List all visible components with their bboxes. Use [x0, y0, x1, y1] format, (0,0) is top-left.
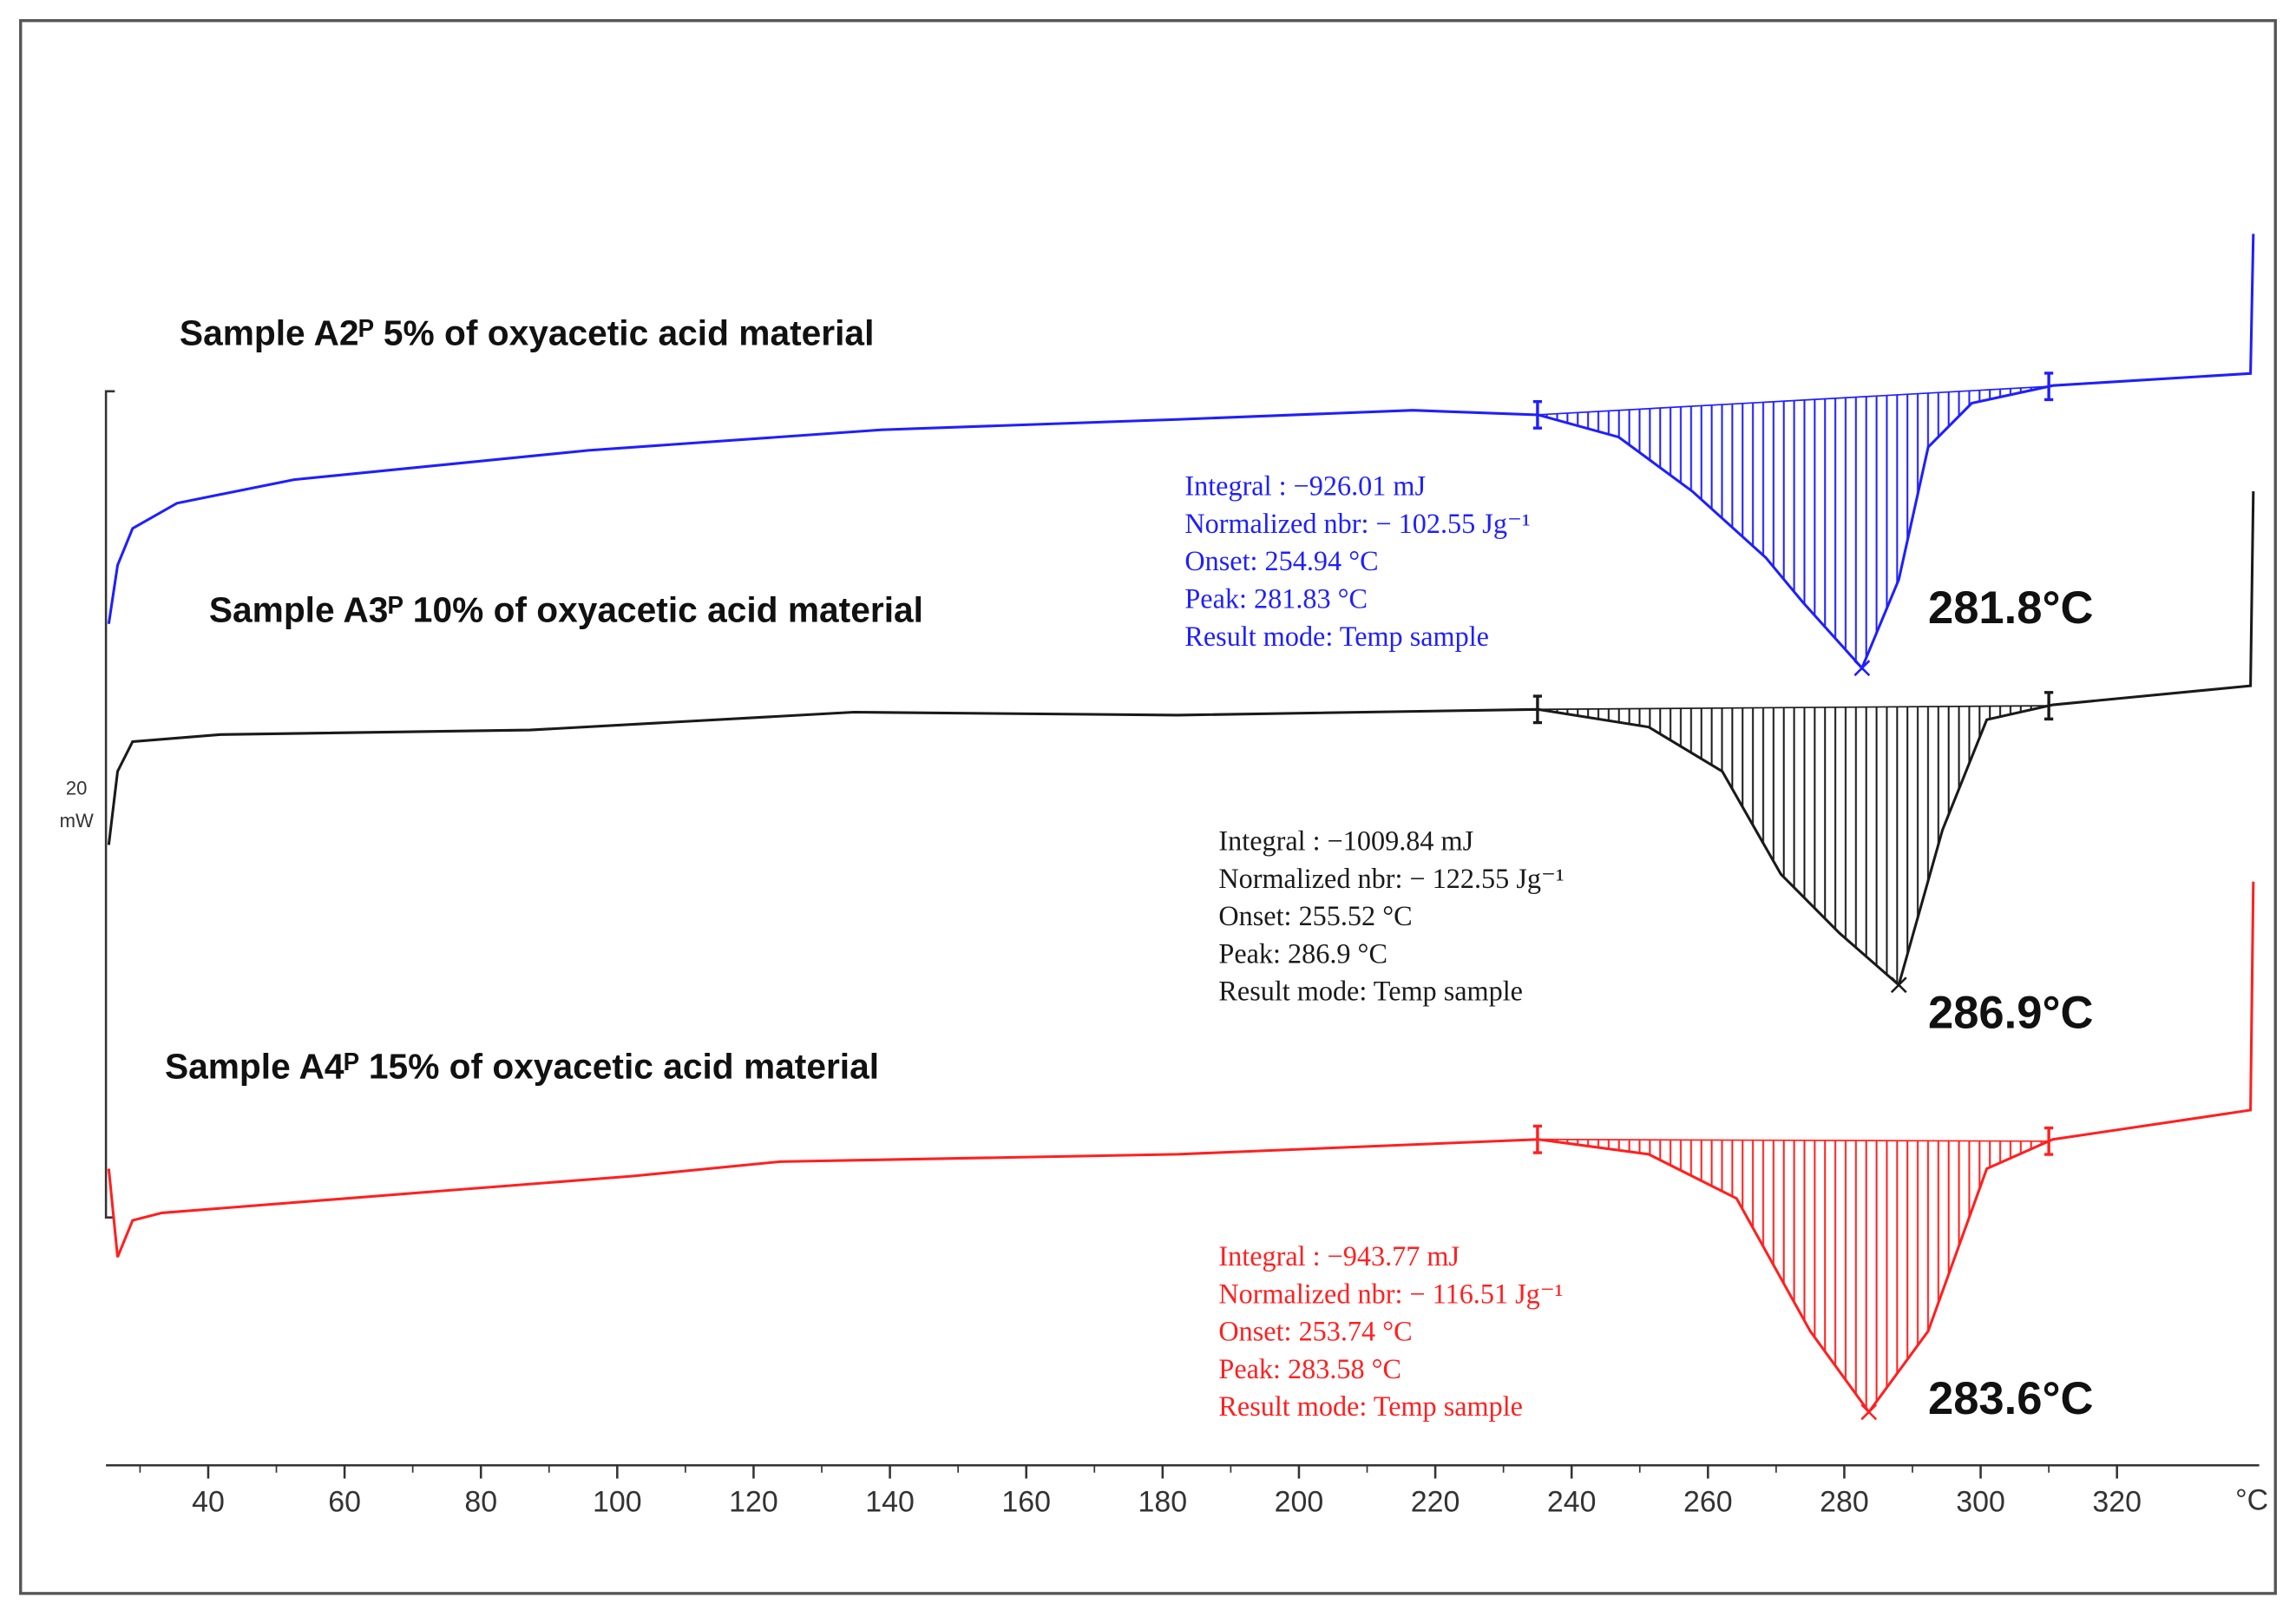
annotation: Peak: 281.83 °C — [1184, 582, 1368, 614]
x-tick-label: 180 — [1138, 1485, 1188, 1518]
frame — [19, 19, 2277, 1595]
x-tick-label: 40 — [192, 1485, 225, 1518]
x-tick-label: 200 — [1275, 1485, 1324, 1518]
x-tick-label: 320 — [2092, 1485, 2142, 1518]
series-line — [107, 233, 2255, 671]
integral-area — [1537, 386, 2050, 668]
series-name: Sample A4ᴾ 15% of oxyacetic acid materia… — [165, 1047, 879, 1087]
annotation: Result mode: Temp sample — [1218, 976, 1523, 1007]
x-tick-label: 260 — [1683, 1485, 1733, 1518]
annotation: Onset: 254.94 °C — [1184, 545, 1378, 576]
peak-label: 286.9°C — [1928, 988, 2094, 1039]
integral-area — [1537, 706, 2050, 985]
x-tick-label: 120 — [729, 1485, 778, 1518]
annotation: Result mode: Temp sample — [1218, 1390, 1523, 1422]
annotation: Integral : −1009.84 mJ — [1218, 825, 1473, 857]
series-name: Sample A3ᴾ 10% of oxyacetic acid materia… — [209, 590, 923, 630]
annotation: Result mode: Temp sample — [1184, 621, 1489, 652]
peak-marker — [1853, 660, 1871, 677]
scale-bar — [104, 390, 115, 1219]
integral-baseline — [1537, 705, 2050, 711]
annotation: Peak: 283.58 °C — [1218, 1353, 1401, 1384]
x-tick-label: 140 — [865, 1485, 915, 1518]
integral-area — [1537, 1139, 2050, 1412]
annotation: Onset: 253.74 °C — [1218, 1316, 1412, 1347]
peak-label: 283.6°C — [1928, 1373, 2094, 1424]
peak-label: 281.8°C — [1928, 582, 2094, 634]
scale-bar-unit: mW — [60, 810, 94, 832]
x-tick-label: 280 — [1820, 1485, 1869, 1518]
integral-baseline — [1537, 1138, 2050, 1142]
x-axis-label: °C — [2235, 1484, 2268, 1517]
annotation: Peak: 286.9 °C — [1218, 937, 1387, 969]
peak-marker — [1890, 976, 1907, 994]
annotation: Normalized nbr: − 122.55 Jg⁻¹ — [1218, 863, 1564, 894]
annotation: Integral : −926.01 mJ — [1184, 470, 1426, 502]
scale-bar-value: 20 — [66, 778, 88, 799]
annotation: Integral : −943.77 mJ — [1218, 1240, 1460, 1272]
x-tick-label: 100 — [593, 1485, 642, 1518]
integral-baseline — [1537, 385, 2050, 416]
series-line — [107, 491, 2255, 988]
x-tick-label: 160 — [1001, 1485, 1051, 1518]
x-tick-label: 80 — [464, 1485, 497, 1518]
annotation: Onset: 255.52 °C — [1218, 900, 1412, 931]
series-line — [107, 881, 2255, 1415]
annotation: Normalized nbr: − 102.55 Jg⁻¹ — [1184, 508, 1530, 539]
series-name: Sample A2ᴾ 5% of oxyacetic acid material — [180, 313, 874, 353]
annotation: Normalized nbr: − 116.51 Jg⁻¹ — [1218, 1278, 1563, 1309]
x-tick-label: 60 — [328, 1485, 361, 1518]
peak-marker — [1860, 1403, 1878, 1421]
x-tick-label: 220 — [1411, 1485, 1460, 1518]
x-tick-label: 240 — [1547, 1485, 1597, 1518]
x-tick-label: 300 — [1956, 1485, 2005, 1518]
